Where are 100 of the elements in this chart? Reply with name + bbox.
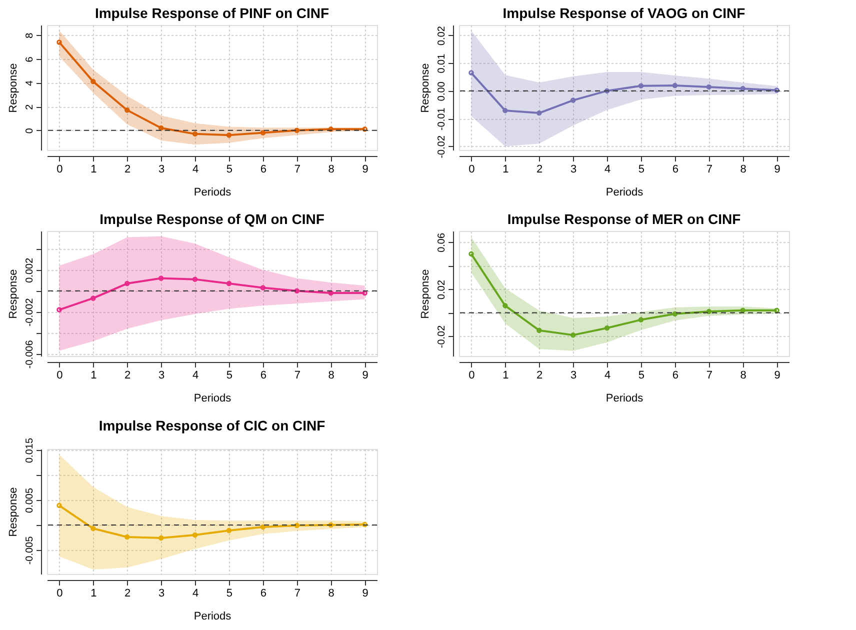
- y-tick-label: 0.00: [436, 81, 448, 102]
- x-tick-label: 6: [260, 164, 266, 176]
- point: [536, 110, 542, 116]
- x-tick-label: 1: [90, 164, 97, 176]
- y-axis-title: Response: [8, 487, 20, 537]
- point: [90, 296, 96, 301]
- point: [570, 98, 576, 103]
- x-tick-label: 0: [468, 370, 475, 382]
- y-axis-title: Response: [8, 269, 20, 319]
- point: [158, 535, 164, 541]
- point: [124, 108, 130, 113]
- x-tick-label: 9: [362, 370, 368, 382]
- x-tick-label: 9: [362, 164, 368, 176]
- x-tick-label: 3: [158, 370, 165, 382]
- point: [502, 303, 508, 308]
- x-axis-title: Periods: [606, 392, 644, 404]
- x-tick-label: 9: [362, 588, 368, 600]
- x-tick-label: 8: [328, 164, 334, 176]
- point: [328, 522, 334, 528]
- x-tick-label: 3: [158, 588, 165, 600]
- point: [294, 128, 300, 133]
- point: [90, 526, 96, 532]
- point: [672, 82, 678, 88]
- y-tick-label: 8: [24, 32, 36, 38]
- y-tick-label: -0.005: [24, 536, 36, 565]
- y-tick-label: -0.002: [24, 298, 36, 327]
- x-tick-label: 2: [124, 370, 131, 382]
- chart-title: Impulse Response of VAOG on CINF: [502, 5, 746, 21]
- x-tick-label: 7: [706, 370, 712, 382]
- point: [294, 522, 300, 528]
- x-tick-label: 0: [56, 588, 63, 600]
- point: [226, 528, 232, 534]
- point: [192, 532, 198, 538]
- x-tick-label: 4: [192, 370, 199, 382]
- chart-title: Impulse Response of MER on CINF: [507, 211, 742, 227]
- point: [124, 534, 130, 540]
- x-tick-label: 5: [638, 370, 645, 382]
- y-tick-label: 0.06: [436, 232, 448, 252]
- x-tick-label: 5: [226, 588, 233, 600]
- y-tick-label: 0: [24, 128, 36, 134]
- point: [604, 325, 610, 331]
- x-tick-label: 8: [740, 370, 746, 382]
- y-tick-label: 0.015: [24, 438, 36, 464]
- point: [192, 276, 198, 282]
- x-tick-label: 6: [260, 588, 266, 600]
- x-tick-label: 3: [570, 164, 577, 176]
- point: [158, 276, 164, 281]
- x-tick-label: 5: [638, 164, 645, 176]
- point: [158, 125, 164, 131]
- x-tick-label: 7: [294, 370, 300, 382]
- point: [706, 84, 712, 90]
- point: [706, 308, 712, 314]
- y-tick-label: -0.01: [436, 107, 448, 131]
- x-tick-label: 9: [774, 164, 780, 176]
- point: [638, 317, 644, 322]
- point: [604, 88, 610, 94]
- y-tick-label: 0.002: [24, 257, 36, 283]
- point: [260, 285, 266, 290]
- x-tick-label: 6: [260, 370, 266, 382]
- y-tick-label: 0.02: [436, 280, 448, 300]
- point: [740, 86, 746, 92]
- x-axis-title: Periods: [194, 186, 232, 198]
- x-tick-label: 1: [502, 164, 509, 176]
- point: [226, 132, 232, 138]
- y-axis-title: Response: [420, 63, 432, 113]
- point: [570, 332, 576, 338]
- x-tick-label: 8: [328, 370, 334, 382]
- x-tick-label: 4: [192, 588, 199, 600]
- x-tick-label: 4: [604, 370, 611, 382]
- x-tick-label: 4: [192, 164, 199, 176]
- x-tick-label: 5: [226, 370, 233, 382]
- x-tick-label: 6: [672, 370, 678, 382]
- x-tick-label: 6: [672, 164, 678, 176]
- y-tick-label: 4: [24, 80, 36, 86]
- y-tick-label: -0.02: [436, 324, 448, 348]
- x-tick-label: 1: [90, 588, 97, 600]
- x-tick-label: 0: [56, 370, 63, 382]
- x-tick-label: 4: [604, 164, 611, 176]
- point: [192, 131, 198, 137]
- y-tick-label: 0.005: [24, 488, 36, 514]
- x-tick-label: 7: [294, 164, 300, 176]
- y-axis-title: Response: [420, 269, 432, 319]
- point: [328, 290, 334, 296]
- point: [260, 524, 266, 530]
- chart-title: Impulse Response of QM on CINF: [100, 211, 325, 227]
- x-tick-label: 2: [124, 588, 131, 600]
- y-axis-title: Response: [8, 63, 20, 113]
- x-tick-label: 8: [328, 588, 334, 600]
- x-tick-label: 7: [294, 588, 300, 600]
- chart-title: Impulse Response of CIC on CINF: [98, 417, 326, 434]
- x-tick-label: 9: [774, 370, 780, 382]
- point: [502, 108, 508, 114]
- y-tick-label: -0.02: [436, 135, 448, 158]
- y-tick-label: 0.02: [436, 26, 448, 46]
- y-tick-label: 2: [24, 104, 36, 110]
- point: [260, 130, 266, 136]
- point: [638, 83, 644, 88]
- x-tick-label: 7: [706, 164, 712, 176]
- x-tick-label: 3: [158, 164, 165, 176]
- x-axis-title: Periods: [194, 392, 232, 404]
